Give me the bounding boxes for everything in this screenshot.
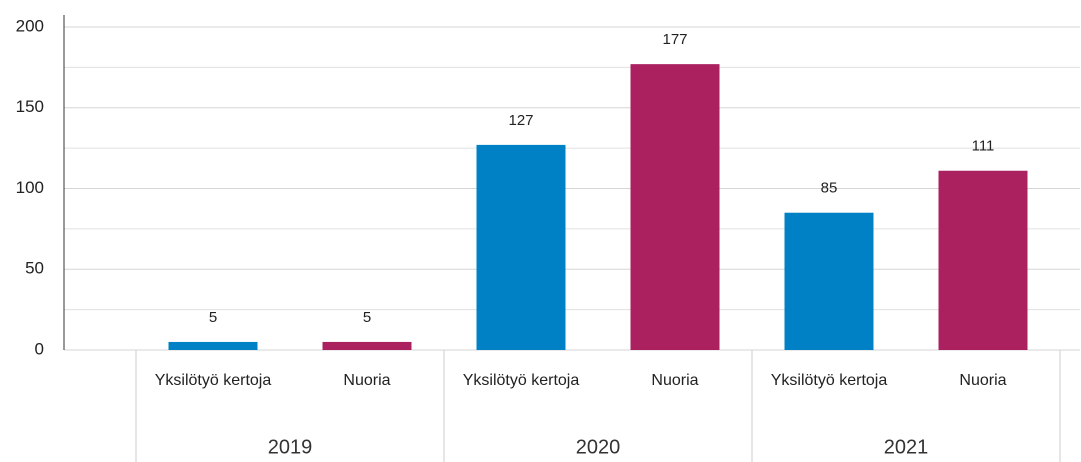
- value-label: 127: [508, 112, 533, 129]
- y-tick-label: 200: [16, 16, 44, 35]
- group-label: 2019: [268, 436, 313, 458]
- value-label: 5: [209, 309, 217, 326]
- bar: [476, 144, 566, 350]
- bar: [322, 341, 412, 350]
- x-tick-label: Yksilötyö kertoja: [771, 372, 888, 389]
- bar: [168, 341, 258, 350]
- value-label: 85: [821, 180, 838, 197]
- value-label: 5: [363, 309, 371, 326]
- y-tick-label: 0: [35, 339, 44, 358]
- group-label: 2020: [576, 436, 621, 458]
- value-label: 177: [662, 31, 687, 48]
- x-tick-label: Nuoria: [343, 372, 390, 389]
- y-tick-label: 50: [25, 259, 44, 278]
- y-tick-label: 100: [16, 178, 44, 197]
- bar: [938, 170, 1028, 350]
- y-tick-label: 150: [16, 97, 44, 116]
- bar: [630, 64, 720, 351]
- x-tick-label: Yksilötyö kertoja: [463, 372, 580, 389]
- x-tick-label: Nuoria: [959, 372, 1006, 389]
- x-tick-label: Yksilötyö kertoja: [155, 372, 272, 389]
- value-label: 111: [972, 138, 995, 155]
- group-label: 2021: [884, 436, 929, 458]
- x-tick-label: Nuoria: [651, 372, 698, 389]
- bar: [784, 212, 874, 350]
